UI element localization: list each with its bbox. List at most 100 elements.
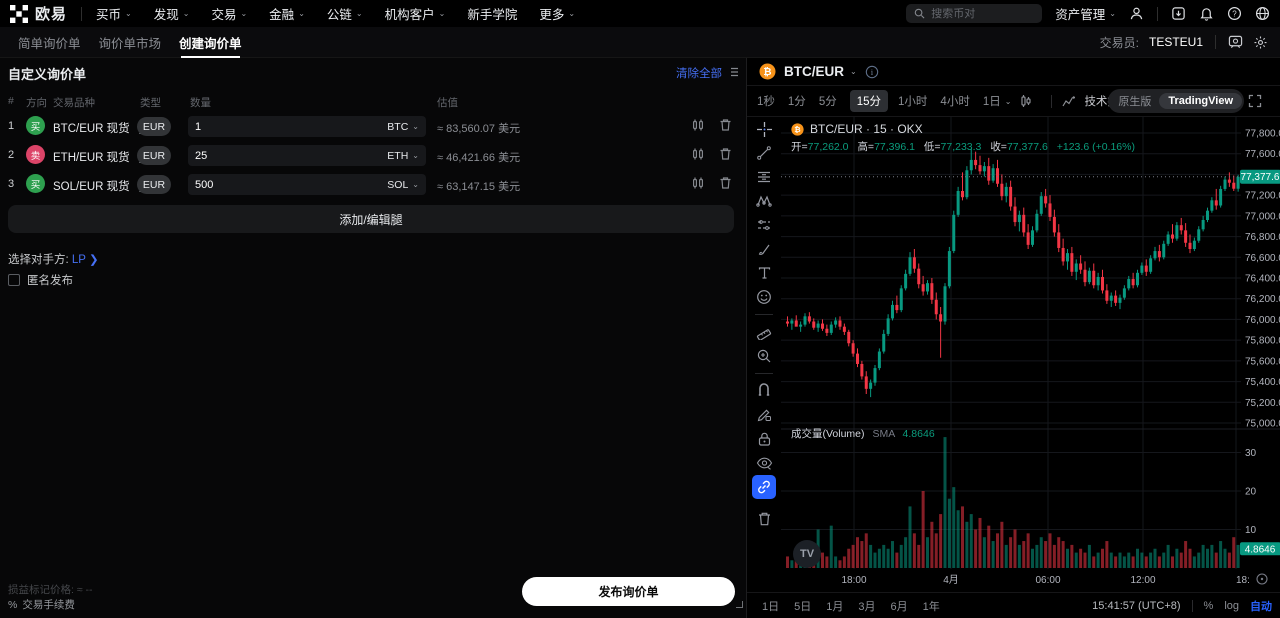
nav-institutional[interactable]: 机构客户 ⌄ xyxy=(384,8,446,22)
amount-value[interactable]: 25 xyxy=(195,149,208,162)
tf-more-caret-icon[interactable]: ⌄ xyxy=(1004,96,1012,106)
range-6mo[interactable]: 6月 xyxy=(890,600,908,613)
symbol-selector[interactable]: BTC/EUR xyxy=(784,64,844,79)
pair-selector[interactable]: SOL/EUR 现货❯ xyxy=(53,181,145,193)
okx-logo[interactable]: 欧易 xyxy=(0,3,81,24)
log-scale-toggle[interactable]: log xyxy=(1224,599,1239,612)
range-1mo[interactable]: 1月 xyxy=(826,600,844,613)
svg-text:76,600.0: 76,600.0 xyxy=(1245,253,1280,264)
sync-link-tool-icon[interactable] xyxy=(752,475,776,499)
svg-text:77,000.0: 77,000.0 xyxy=(1245,211,1280,222)
fullscreen-expand-icon[interactable] xyxy=(1248,94,1262,108)
publish-rfq-button[interactable]: 发布询价单 xyxy=(522,577,735,606)
tf-4h[interactable]: 4小时 xyxy=(940,96,970,108)
counterparty-link[interactable]: LP ❯ xyxy=(71,254,99,266)
tab-create-rfq[interactable]: 创建询价单 xyxy=(179,27,242,58)
amount-input[interactable]: 25 ETH ⌄ xyxy=(188,145,426,166)
nav-buy-crypto[interactable]: 买币 ⌄ xyxy=(96,8,132,22)
clear-all-link[interactable]: 清除全部 xyxy=(676,68,722,80)
tf-15m[interactable]: 15分 xyxy=(849,90,889,112)
vault-icon[interactable] xyxy=(1228,35,1243,49)
magnet-tool-icon[interactable] xyxy=(752,379,776,403)
percent-scale-toggle[interactable]: % xyxy=(1203,599,1214,612)
measure-ruler-tool-icon[interactable] xyxy=(752,320,776,344)
drawing-toolbar xyxy=(747,117,781,570)
asset-management-menu[interactable]: 资产管理 ⌄ xyxy=(1055,8,1116,22)
resize-handle[interactable] xyxy=(736,601,743,608)
profile-icon[interactable] xyxy=(1129,6,1144,21)
delete-leg-icon[interactable] xyxy=(719,176,732,190)
tf-1s[interactable]: 1秒 xyxy=(757,96,775,108)
search-input[interactable] xyxy=(931,7,1032,20)
candle-chart-icon[interactable] xyxy=(691,176,705,190)
download-app-icon[interactable] xyxy=(1171,6,1186,21)
trendline-tool-icon[interactable] xyxy=(752,141,776,165)
nav-chain[interactable]: 公链 ⌄ xyxy=(326,8,363,22)
remove-drawings-trash-icon[interactable] xyxy=(752,507,776,531)
settings-gear-icon[interactable] xyxy=(1253,35,1268,50)
fib-retracement-tool-icon[interactable] xyxy=(752,165,776,189)
info-icon[interactable]: i xyxy=(865,65,879,79)
nav-more[interactable]: 更多 ⌄ xyxy=(539,8,576,22)
range-1d[interactable]: 1日 xyxy=(762,600,780,613)
lock-drawings-tool-icon[interactable] xyxy=(752,427,776,451)
candle-style-icon[interactable] xyxy=(1019,94,1033,108)
auto-scale-toggle[interactable]: 自动 xyxy=(1250,600,1272,613)
amount-value[interactable]: 1 xyxy=(195,120,202,133)
search-box[interactable] xyxy=(906,4,1043,23)
search-icon xyxy=(915,8,925,19)
notifications-icon[interactable] xyxy=(1199,6,1214,21)
type-pill[interactable]: EUR xyxy=(137,146,171,165)
tab-rfq-market[interactable]: 询价单市场 xyxy=(98,36,162,51)
nav-trade[interactable]: 交易 ⌄ xyxy=(211,8,248,22)
native-version-option[interactable]: 原生版 xyxy=(1118,96,1152,108)
indicators-icon[interactable] xyxy=(1062,95,1076,108)
zoom-in-tool-icon[interactable] xyxy=(752,344,776,368)
delete-leg-icon[interactable] xyxy=(719,118,732,132)
chart-canvas[interactable]: 75,000.0 75,200.0 75,400.0 75,600.0 75,800.0… xyxy=(781,117,1280,592)
pair-selector[interactable]: ETH/EUR 现货❯ xyxy=(53,152,145,164)
brush-tool-icon[interactable] xyxy=(752,237,776,261)
add-edit-legs-button[interactable]: 添加/编辑腿 xyxy=(8,205,734,233)
tf-1h[interactable]: 1小时 xyxy=(898,96,928,108)
tf-1m[interactable]: 1分 xyxy=(787,96,806,108)
col-side: 方向 xyxy=(26,97,47,109)
type-pill[interactable]: EUR xyxy=(137,175,171,194)
xabcd-pattern-tool-icon[interactable] xyxy=(752,189,776,213)
range-5d[interactable]: 5日 xyxy=(794,600,812,613)
chart-panel: ₿ BTC/EUR ⌄ i 1秒 1分 5分 15分 1小时 4小时 1日 ⌄ … xyxy=(746,58,1280,618)
nav-discover[interactable]: 发现 ⌄ xyxy=(153,8,190,22)
custom-rfq-panel: 自定义询价单 清除全部 # 方向 交易品种 类型 数量 估值 1 买 BTC/E… xyxy=(0,58,746,618)
language-globe-icon[interactable] xyxy=(1255,6,1270,21)
amount-input[interactable]: 500 SOL ⌄ xyxy=(188,174,426,195)
chart-version-toggle: 原生版 TradingView xyxy=(1108,89,1244,113)
amount-input[interactable]: 1 BTC ⌄ xyxy=(188,116,426,137)
tf-1d[interactable]: 1日 xyxy=(982,96,1001,108)
candle-chart-icon[interactable] xyxy=(691,147,705,161)
pair-selector[interactable]: BTC/EUR 现货❯ xyxy=(53,123,145,135)
candle-chart-icon[interactable] xyxy=(691,118,705,132)
panel-menu-icon[interactable] xyxy=(728,66,740,78)
help-icon[interactable]: ? xyxy=(1227,6,1242,21)
range-3mo[interactable]: 3月 xyxy=(858,600,876,613)
projection-tool-icon[interactable] xyxy=(752,213,776,237)
hide-drawings-eye-icon[interactable] xyxy=(752,451,776,475)
range-1y[interactable]: 1年 xyxy=(922,600,940,613)
unit-dropdown[interactable]: BTC ⌄ xyxy=(387,120,419,133)
delete-leg-icon[interactable] xyxy=(719,147,732,161)
tab-simple-rfq[interactable]: 简单询价单 xyxy=(18,36,81,51)
type-pill[interactable]: EUR xyxy=(137,117,171,136)
unit-dropdown[interactable]: ETH ⌄ xyxy=(387,149,419,162)
tradingview-option[interactable]: TradingView xyxy=(1159,93,1242,109)
text-tool-icon[interactable] xyxy=(752,261,776,285)
nav-finance[interactable]: 金融 ⌄ xyxy=(269,8,305,22)
crosshair-tool-icon[interactable] xyxy=(752,117,776,141)
unit-dropdown[interactable]: SOL ⌄ xyxy=(387,178,419,191)
anonymous-checkbox[interactable] xyxy=(8,274,20,286)
trading-fee-row[interactable]: % 交易手续费 xyxy=(8,597,75,612)
amount-value[interactable]: 500 xyxy=(195,178,214,191)
nav-academy[interactable]: 新手学院 xyxy=(467,8,518,22)
tf-5m[interactable]: 5分 xyxy=(818,96,837,108)
edit-drawing-tool-icon[interactable] xyxy=(752,403,776,427)
emoji-tool-icon[interactable] xyxy=(752,285,776,309)
